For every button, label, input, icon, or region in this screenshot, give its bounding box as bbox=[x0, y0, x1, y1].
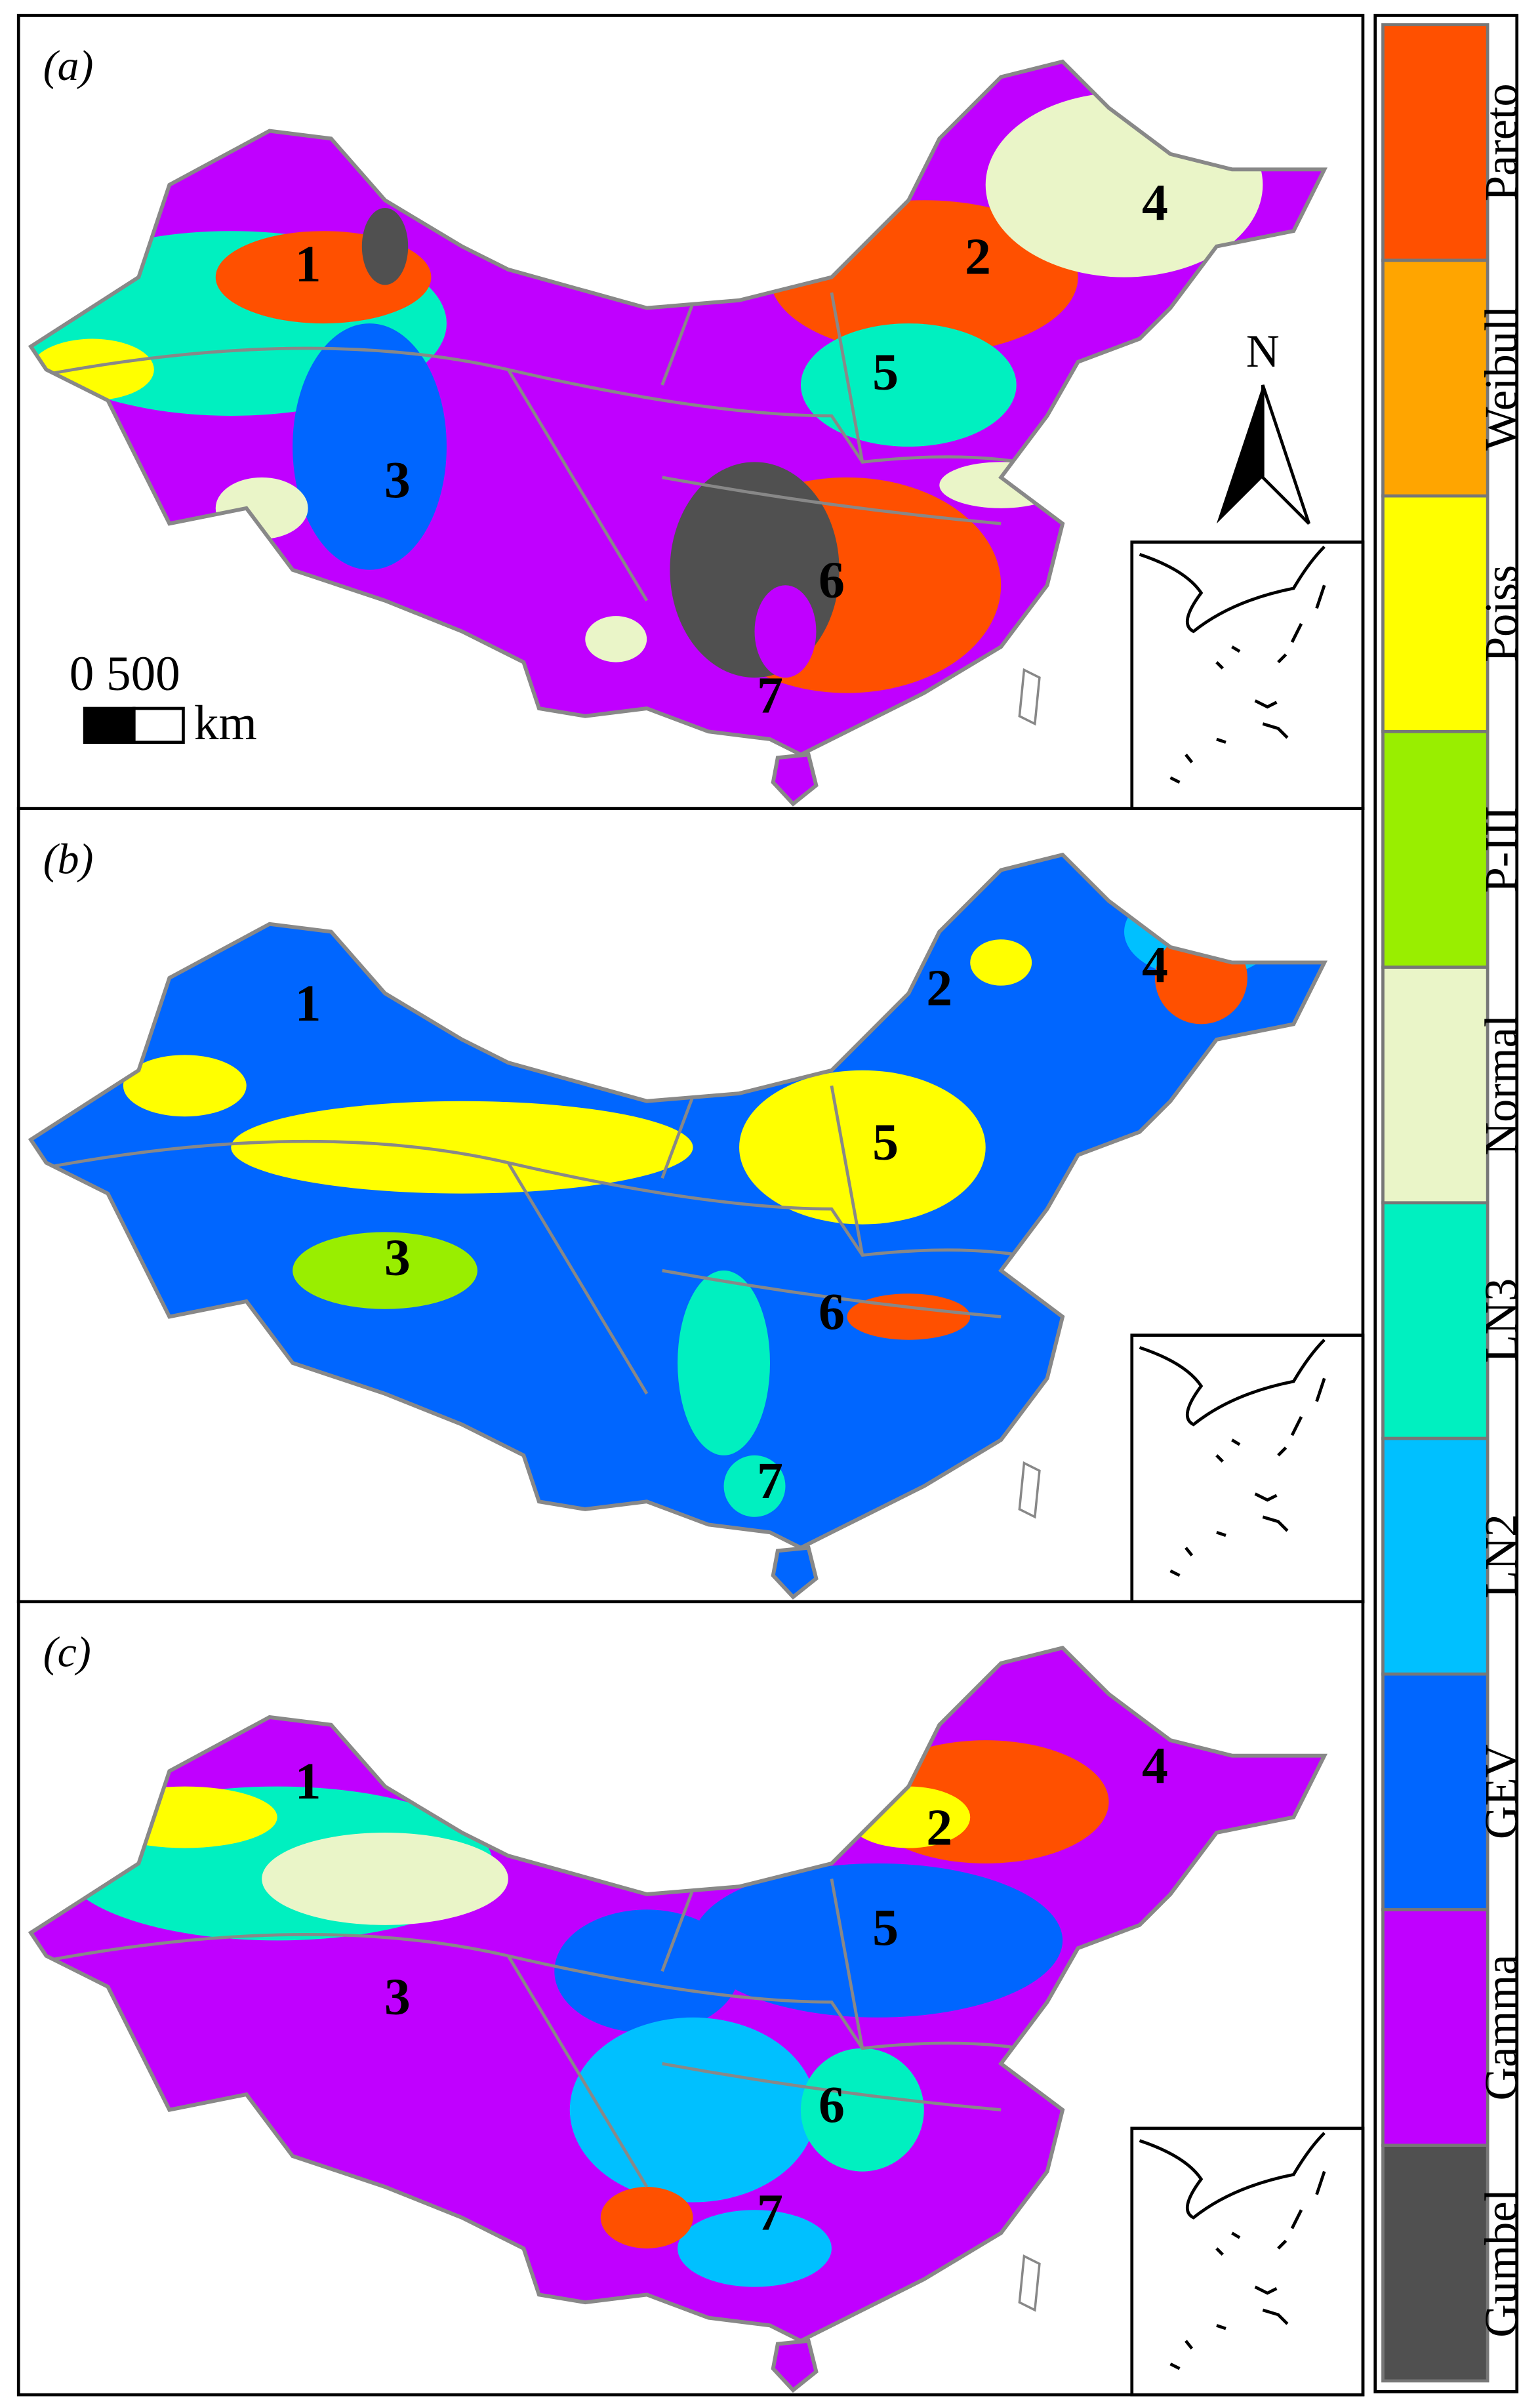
distribution-patch bbox=[678, 2210, 832, 2287]
distribution-patch bbox=[800, 323, 1017, 447]
north-arrow-right bbox=[1261, 384, 1310, 525]
legend-swatch bbox=[1381, 729, 1489, 969]
region-boundary bbox=[30, 1847, 1079, 2188]
legend-label: Poiss bbox=[1476, 565, 1527, 662]
taiwan bbox=[1018, 668, 1041, 726]
distribution-patch bbox=[231, 1101, 693, 1194]
inset-frame bbox=[1130, 2126, 1365, 2397]
panel-label: (c) bbox=[43, 1628, 91, 1676]
region-boundary bbox=[30, 1054, 1079, 1395]
inset-frame bbox=[1130, 1333, 1365, 1604]
region-label: 4 bbox=[1142, 1737, 1168, 1795]
country-outline bbox=[28, 59, 1328, 807]
legend-label: Gamma bbox=[1476, 1955, 1527, 2101]
distribution-patch bbox=[600, 2187, 693, 2248]
distribution-patch bbox=[754, 585, 817, 678]
region-label: 1 bbox=[295, 235, 321, 293]
distribution-patch bbox=[847, 1293, 971, 1340]
panel-label: (b) bbox=[43, 835, 94, 883]
legend-label: P-III bbox=[1476, 805, 1527, 893]
region-label: 4 bbox=[1142, 174, 1168, 232]
distribution-patch bbox=[800, 2048, 924, 2172]
distribution-patch bbox=[585, 616, 647, 662]
region-label: 3 bbox=[384, 1229, 411, 1287]
region-label: 7 bbox=[757, 1452, 783, 1510]
region-label: 6 bbox=[819, 552, 845, 609]
inset-coast bbox=[1139, 1339, 1326, 1577]
legend-label: LN3 bbox=[1476, 1278, 1527, 1363]
region-label: 7 bbox=[757, 2184, 783, 2241]
legend-label: GEV bbox=[1476, 1744, 1527, 1839]
taiwan bbox=[1018, 1461, 1041, 1519]
inset-map bbox=[1130, 1333, 1365, 1604]
legend-swatch bbox=[1381, 1436, 1489, 1676]
region-label: 1 bbox=[295, 1753, 321, 1810]
north-label: N bbox=[1246, 326, 1280, 377]
scale-unit: km bbox=[194, 696, 257, 750]
region-label: 5 bbox=[872, 1899, 899, 1957]
region-label: 7 bbox=[757, 667, 783, 725]
taiwan bbox=[1018, 2254, 1041, 2312]
legend-swatch bbox=[1381, 2144, 1489, 2383]
distribution-patch bbox=[554, 1909, 740, 2033]
scale-ticks: 0 500 bbox=[70, 647, 180, 701]
distribution-patch bbox=[262, 1833, 508, 1925]
region-label: 6 bbox=[819, 2076, 845, 2134]
region-label: 1 bbox=[295, 975, 321, 1032]
region-label: 6 bbox=[819, 1283, 845, 1341]
region-label: 2 bbox=[926, 960, 952, 1017]
legend-swatch bbox=[1381, 1672, 1489, 1911]
inset-coast bbox=[1139, 545, 1326, 784]
region-boundary bbox=[30, 261, 1079, 601]
map-panel: (c) 1 2 3 4 5 67 bbox=[16, 1600, 1365, 2397]
legend: Gumbel Gamma GEV LN2 LN3 Normal P-III Poiss Weib… bbox=[1373, 14, 1527, 2393]
country-outline bbox=[28, 852, 1328, 1600]
legend-swatch bbox=[1381, 258, 1489, 498]
region-label: 2 bbox=[926, 1799, 952, 1856]
distribution-patch bbox=[361, 207, 409, 285]
inset-map bbox=[1130, 540, 1365, 811]
inset-map bbox=[1130, 2126, 1365, 2397]
legend-label: LN2 bbox=[1476, 1514, 1527, 1598]
legend-swatch bbox=[1381, 1201, 1489, 1440]
inset-coast bbox=[1139, 2132, 1326, 2370]
distribution-patch bbox=[123, 1055, 247, 1117]
region-label: 4 bbox=[1142, 937, 1168, 994]
legend-label: Weibull bbox=[1476, 306, 1527, 451]
panel-label: (a) bbox=[43, 42, 94, 90]
region-label: 5 bbox=[872, 1114, 899, 1171]
distribution-patch bbox=[293, 323, 447, 570]
distribution-patch bbox=[693, 1863, 1063, 2018]
region-label: 3 bbox=[384, 451, 411, 509]
distribution-patch bbox=[293, 1232, 477, 1309]
legend-swatch bbox=[1381, 966, 1489, 1205]
region-label: 5 bbox=[872, 344, 899, 401]
distribution-patch bbox=[739, 1070, 986, 1225]
legend-swatch bbox=[1381, 23, 1489, 262]
country-outline bbox=[28, 1646, 1328, 2393]
map-panel: (b) 1 2 3 4 5 6 7 bbox=[16, 807, 1365, 1604]
distribution-patch bbox=[723, 1455, 786, 1517]
region-label: 3 bbox=[384, 1968, 411, 2026]
inset-frame bbox=[1130, 540, 1365, 811]
legend-swatch bbox=[1381, 1908, 1489, 2147]
legend-label: Gumbel bbox=[1476, 2189, 1527, 2338]
distribution-patch bbox=[678, 1271, 770, 1455]
distribution-patch bbox=[970, 939, 1032, 986]
legend-label: Pareto bbox=[1476, 83, 1527, 201]
map-panel: (a) 1 2 3 4 5 6 7 0 500 km N bbox=[16, 14, 1365, 811]
legend-label: Normal bbox=[1476, 1015, 1527, 1156]
scale-bar-white bbox=[132, 706, 185, 744]
region-label: 2 bbox=[965, 228, 991, 285]
legend-swatch bbox=[1381, 494, 1489, 733]
distribution-patch bbox=[569, 2017, 817, 2203]
scale-bar-black bbox=[83, 706, 136, 744]
